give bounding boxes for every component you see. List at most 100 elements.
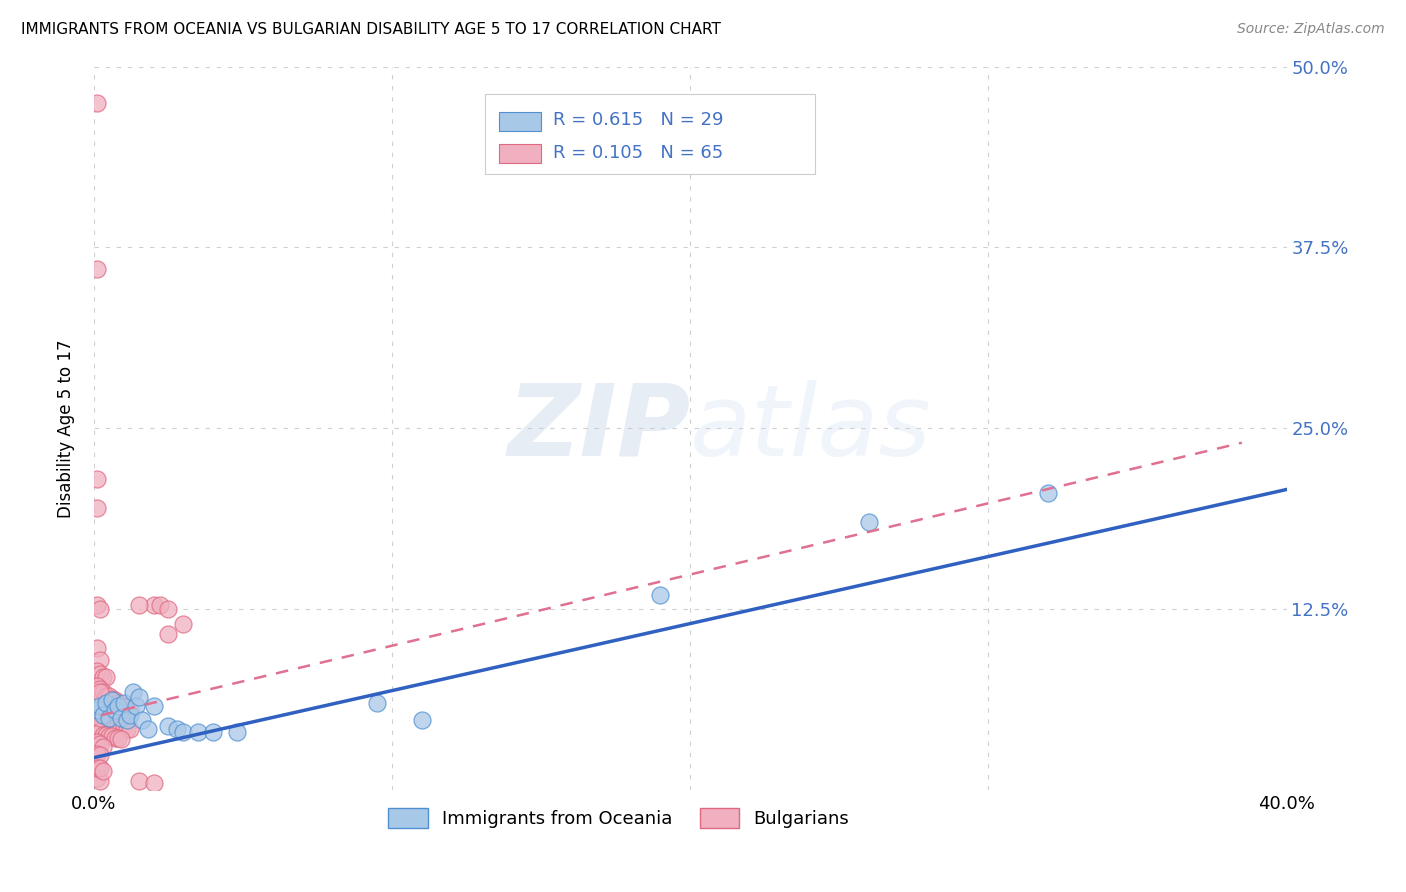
Point bbox=[86, 641, 108, 656]
Point bbox=[148, 598, 170, 612]
Point bbox=[86, 262, 108, 277]
Point bbox=[142, 598, 165, 612]
Point bbox=[128, 774, 150, 789]
Point bbox=[101, 693, 124, 707]
Point bbox=[128, 598, 150, 612]
Point bbox=[89, 698, 111, 713]
Point bbox=[86, 665, 108, 679]
Point bbox=[91, 764, 114, 778]
Point bbox=[110, 698, 132, 713]
Text: atlas: atlas bbox=[690, 380, 932, 476]
Point bbox=[86, 761, 108, 775]
Point bbox=[226, 725, 249, 739]
Point bbox=[86, 706, 108, 721]
Point bbox=[89, 737, 111, 751]
Point bbox=[101, 691, 124, 706]
Point bbox=[89, 748, 111, 763]
Point bbox=[91, 710, 114, 724]
Point bbox=[104, 693, 127, 707]
Point bbox=[86, 735, 108, 749]
Point bbox=[91, 670, 114, 684]
Point bbox=[142, 775, 165, 789]
Point bbox=[86, 472, 108, 486]
Point bbox=[86, 598, 108, 612]
Point bbox=[112, 719, 135, 733]
Point bbox=[366, 696, 388, 710]
Text: IMMIGRANTS FROM OCEANIA VS BULGARIAN DISABILITY AGE 5 TO 17 CORRELATION CHART: IMMIGRANTS FROM OCEANIA VS BULGARIAN DIS… bbox=[21, 22, 721, 37]
Point bbox=[110, 732, 132, 747]
Point bbox=[172, 616, 194, 631]
Y-axis label: Disability Age 5 to 17: Disability Age 5 to 17 bbox=[58, 339, 75, 517]
Point bbox=[97, 714, 120, 728]
Point bbox=[86, 703, 108, 717]
Point bbox=[89, 707, 111, 722]
Point bbox=[131, 714, 153, 728]
Point bbox=[128, 690, 150, 705]
Point bbox=[115, 700, 138, 714]
Point bbox=[172, 725, 194, 739]
Point bbox=[110, 719, 132, 733]
Point bbox=[91, 728, 114, 742]
Point bbox=[166, 722, 188, 736]
Point bbox=[112, 700, 135, 714]
Point bbox=[202, 725, 225, 739]
Point bbox=[89, 710, 111, 724]
Point bbox=[115, 714, 138, 728]
Point bbox=[89, 684, 111, 698]
Point bbox=[157, 626, 180, 640]
Point bbox=[112, 696, 135, 710]
Point bbox=[187, 725, 209, 739]
Point bbox=[118, 703, 141, 717]
Point bbox=[124, 698, 146, 713]
Point bbox=[118, 722, 141, 736]
Point bbox=[104, 731, 127, 745]
Point bbox=[89, 602, 111, 616]
Point bbox=[94, 670, 117, 684]
Point bbox=[94, 696, 117, 710]
Point bbox=[94, 689, 117, 703]
Point bbox=[86, 679, 108, 693]
Point bbox=[91, 707, 114, 722]
Point bbox=[650, 588, 672, 602]
Point bbox=[411, 714, 433, 728]
Point bbox=[858, 516, 880, 530]
Point bbox=[86, 95, 108, 110]
Point bbox=[86, 772, 108, 786]
Point bbox=[104, 716, 127, 731]
Point bbox=[89, 681, 111, 696]
Point bbox=[110, 710, 132, 724]
Point bbox=[157, 602, 180, 616]
Text: R = 0.615   N = 29: R = 0.615 N = 29 bbox=[553, 112, 723, 129]
Point bbox=[94, 710, 117, 724]
Point bbox=[91, 739, 114, 754]
Text: R = 0.105   N = 65: R = 0.105 N = 65 bbox=[553, 144, 723, 161]
Point bbox=[118, 707, 141, 722]
Point bbox=[89, 761, 111, 775]
Point bbox=[107, 696, 129, 710]
Text: Source: ZipAtlas.com: Source: ZipAtlas.com bbox=[1237, 22, 1385, 37]
Point bbox=[97, 730, 120, 744]
Point bbox=[89, 725, 111, 739]
Point bbox=[86, 725, 108, 739]
Point bbox=[101, 730, 124, 744]
Legend: Immigrants from Oceania, Bulgarians: Immigrants from Oceania, Bulgarians bbox=[381, 801, 856, 835]
Point bbox=[136, 722, 159, 736]
Point bbox=[89, 667, 111, 681]
Point bbox=[89, 653, 111, 667]
Point bbox=[101, 714, 124, 729]
Point bbox=[107, 698, 129, 713]
Point bbox=[157, 719, 180, 733]
Point bbox=[107, 718, 129, 732]
Point bbox=[97, 710, 120, 724]
Point bbox=[104, 703, 127, 717]
Point bbox=[142, 698, 165, 713]
Point bbox=[86, 747, 108, 761]
Point bbox=[97, 689, 120, 703]
Point bbox=[1036, 486, 1059, 500]
Point bbox=[115, 722, 138, 736]
Point bbox=[121, 684, 143, 698]
Point bbox=[91, 684, 114, 698]
Point bbox=[86, 500, 108, 515]
Text: ZIP: ZIP bbox=[508, 380, 690, 476]
Point bbox=[107, 731, 129, 745]
